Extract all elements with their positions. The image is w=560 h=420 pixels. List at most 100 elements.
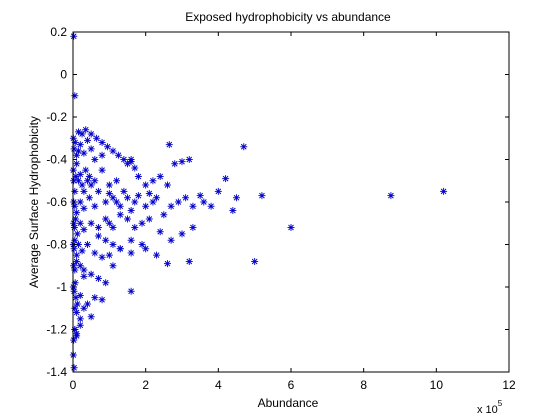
data-point xyxy=(70,262,78,270)
data-point xyxy=(178,158,186,166)
data-point xyxy=(87,145,95,153)
data-point xyxy=(258,192,266,200)
data-point xyxy=(387,192,395,200)
x-axis-multiplier-exponent: 5 xyxy=(498,399,503,408)
data-point xyxy=(98,296,106,304)
data-point xyxy=(153,194,161,202)
data-point xyxy=(149,177,157,185)
data-point xyxy=(78,247,86,255)
data-point xyxy=(105,251,113,259)
y-axis-ticks: 0.2 0 -0.2 -0.4 -0.6 -0.8 -1 -1.2 -1.4 xyxy=(46,25,509,379)
data-point xyxy=(74,128,82,136)
x-axis-ticks: 0 2 4 6 8 10 12 xyxy=(70,32,516,392)
data-point xyxy=(138,219,146,227)
data-point xyxy=(131,164,139,172)
data-point xyxy=(82,126,90,134)
data-point xyxy=(142,245,150,253)
data-point xyxy=(84,136,92,144)
data-point xyxy=(207,202,215,210)
data-point xyxy=(116,202,124,210)
data-point xyxy=(70,245,78,253)
data-point xyxy=(72,215,80,223)
data-point xyxy=(76,198,84,206)
y-tick-label: -0.6 xyxy=(46,195,67,209)
data-point xyxy=(120,156,128,163)
data-point xyxy=(440,187,448,195)
data-point xyxy=(73,300,81,308)
data-point xyxy=(127,207,135,214)
data-point xyxy=(98,253,106,261)
x-axis-multiplier-base: x 10 xyxy=(477,404,498,416)
data-point xyxy=(102,198,110,206)
data-point xyxy=(71,266,79,274)
data-point xyxy=(189,224,197,231)
data-point xyxy=(145,190,153,197)
data-point xyxy=(85,194,93,202)
data-point xyxy=(102,236,110,244)
y-tick-label: -1.2 xyxy=(46,323,67,337)
data-point xyxy=(82,166,90,174)
data-point xyxy=(70,336,78,344)
y-tick-label: 0.2 xyxy=(50,25,67,39)
data-point xyxy=(120,187,128,195)
x-tick-label: 12 xyxy=(502,378,516,392)
data-point xyxy=(74,177,82,185)
data-point xyxy=(229,207,237,214)
data-point xyxy=(109,262,117,270)
data-point xyxy=(87,219,95,227)
data-point xyxy=(71,202,79,210)
data-point xyxy=(73,309,81,316)
data-point xyxy=(76,219,84,227)
data-point xyxy=(94,275,102,282)
data-point xyxy=(71,187,79,195)
data-point xyxy=(80,304,88,312)
x-tick-label: 6 xyxy=(288,378,295,392)
data-point xyxy=(185,258,193,265)
data-point xyxy=(94,224,102,231)
data-point xyxy=(163,260,171,268)
data-point xyxy=(131,224,139,231)
data-point xyxy=(156,173,164,180)
data-point xyxy=(174,198,182,206)
data-point xyxy=(127,287,135,295)
data-point xyxy=(80,266,88,274)
data-point xyxy=(93,134,101,142)
chart-title: Exposed hydrophobicity vs abundance xyxy=(185,10,391,24)
data-point xyxy=(163,181,171,189)
data-point xyxy=(167,236,175,244)
data-point xyxy=(91,177,99,185)
scatter-points xyxy=(69,32,448,372)
y-tick-label: -0.4 xyxy=(46,153,67,167)
data-point xyxy=(134,173,142,180)
data-point xyxy=(98,151,106,159)
data-point xyxy=(94,187,102,195)
data-point xyxy=(131,198,139,206)
y-tick-label: -1 xyxy=(56,280,67,294)
data-point xyxy=(76,292,84,299)
y-tick-label: 0 xyxy=(60,68,67,82)
x-tick-label: 4 xyxy=(215,378,222,392)
x-tick-label: 0 xyxy=(70,378,77,392)
data-point xyxy=(80,149,88,157)
y-tick-label: -1.4 xyxy=(46,365,67,379)
y-tick-label: -0.2 xyxy=(46,110,67,124)
data-point xyxy=(80,204,88,212)
data-point xyxy=(145,215,153,223)
data-point xyxy=(102,279,110,287)
data-point xyxy=(104,143,112,151)
data-point xyxy=(84,241,92,248)
data-point xyxy=(76,141,84,149)
data-point xyxy=(160,211,168,219)
data-point xyxy=(85,173,93,180)
data-point xyxy=(165,141,173,149)
data-point xyxy=(124,194,131,202)
data-point xyxy=(127,236,135,244)
data-point xyxy=(251,258,259,265)
x-axis-multiplier: x 105 xyxy=(477,399,503,416)
data-point xyxy=(240,143,248,151)
data-point xyxy=(71,92,79,100)
data-point xyxy=(73,230,81,238)
data-point xyxy=(109,147,117,155)
data-point xyxy=(185,156,193,163)
data-point xyxy=(87,270,95,278)
